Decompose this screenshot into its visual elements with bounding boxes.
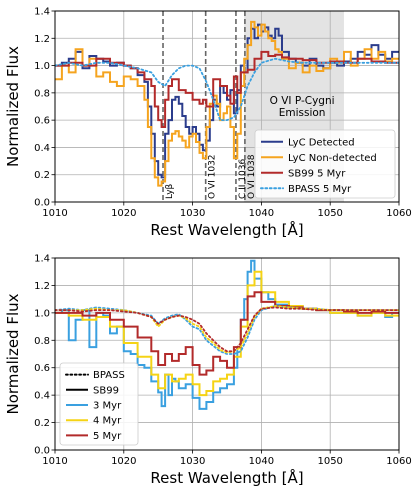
x-tick-label: 1060	[386, 456, 411, 467]
series-line-2	[55, 291, 399, 376]
x-axis-label: Rest Wavelength [Å]	[150, 220, 303, 239]
x-tick-label: 1030	[180, 456, 205, 467]
shaded-label-line-1: Emission	[279, 107, 326, 119]
legend-label-3: BPASS 5 Myr	[288, 184, 352, 195]
y-tick-label: 0.6	[34, 363, 50, 374]
legend-label-2: 3 Myr	[93, 401, 122, 412]
x-tick-label: 1010	[42, 208, 67, 219]
line-label-3: O VI 1038	[247, 154, 257, 199]
x-tick-label: 1040	[249, 208, 274, 219]
y-tick-label: 1.2	[34, 281, 50, 292]
line-label-1: O VI 1032	[208, 154, 218, 199]
legend-label-1: LyC Non-detected	[288, 153, 377, 164]
line-label-0: Lyβ	[165, 183, 175, 199]
y-tick-label: 0.0	[34, 198, 50, 209]
legend-label-0: BPASS	[93, 370, 125, 381]
y-tick-label: 1.2	[34, 34, 50, 45]
y-tick-label: 0.2	[34, 418, 50, 429]
series-line-3	[55, 57, 399, 121]
plot-frame	[54, 257, 400, 451]
x-tick-label: 1010	[42, 456, 67, 467]
y-tick-label: 0.6	[34, 116, 50, 127]
legend-label-0: LyC Detected	[288, 137, 355, 148]
y-tick-label: 0.4	[34, 143, 50, 154]
legend-label-1: SB99	[93, 385, 119, 396]
series-line-1	[55, 20, 399, 187]
y-tick-label: 0.2	[34, 170, 50, 181]
x-axis-label: Rest Wavelength [Å]	[150, 468, 303, 487]
legend-label-4: 5 Myr	[93, 431, 122, 442]
line-label-2: C II 1036	[238, 159, 248, 199]
y-tick-label: 0.0	[34, 446, 50, 457]
y-axis-label: Normalized Flux	[4, 46, 22, 167]
series-line-2	[55, 50, 399, 128]
legend-box	[254, 129, 396, 199]
y-tick-label: 0.8	[34, 336, 50, 347]
y-tick-label: 0.8	[34, 88, 50, 99]
legend: BPASS SB99 3 Myr 4 Myr 5 Myr	[59, 362, 139, 446]
y-tick-label: 1.4	[34, 254, 50, 265]
y-tick-label: 1.4	[34, 7, 50, 18]
series-line-5	[55, 306, 399, 353]
plot-frame	[54, 10, 400, 203]
chart-panel-2: 1010 1020 1030 1040 1050 1060 0.0 0.2 0.4 0.6 0.8 1…	[4, 254, 412, 488]
x-tick-label: 1050	[317, 456, 342, 467]
x-tick-label: 1020	[111, 208, 136, 219]
x-tick-label: 1050	[317, 208, 342, 219]
legend: LyC Detected LyC Non-detected SB99 5 Myr BP…	[254, 129, 396, 199]
x-tick-label: 1040	[249, 456, 274, 467]
y-tick-label: 1.0	[34, 61, 50, 72]
y-axis-label: Normalized Flux	[4, 293, 22, 414]
x-tick-label: 1030	[180, 208, 205, 219]
x-tick-label: 1020	[111, 456, 136, 467]
y-tick-label: 1.0	[34, 308, 50, 319]
series-group	[55, 259, 399, 410]
x-tick-label: 1060	[386, 208, 411, 219]
legend-box	[59, 362, 139, 446]
y-tick-label: 0.4	[34, 391, 50, 402]
series-group	[55, 20, 399, 187]
legend-label-2: SB99 5 Myr	[288, 168, 346, 179]
shaded-label-line-0: O VI P-Cygni	[270, 95, 335, 107]
legend-label-3: 4 Myr	[93, 416, 122, 427]
